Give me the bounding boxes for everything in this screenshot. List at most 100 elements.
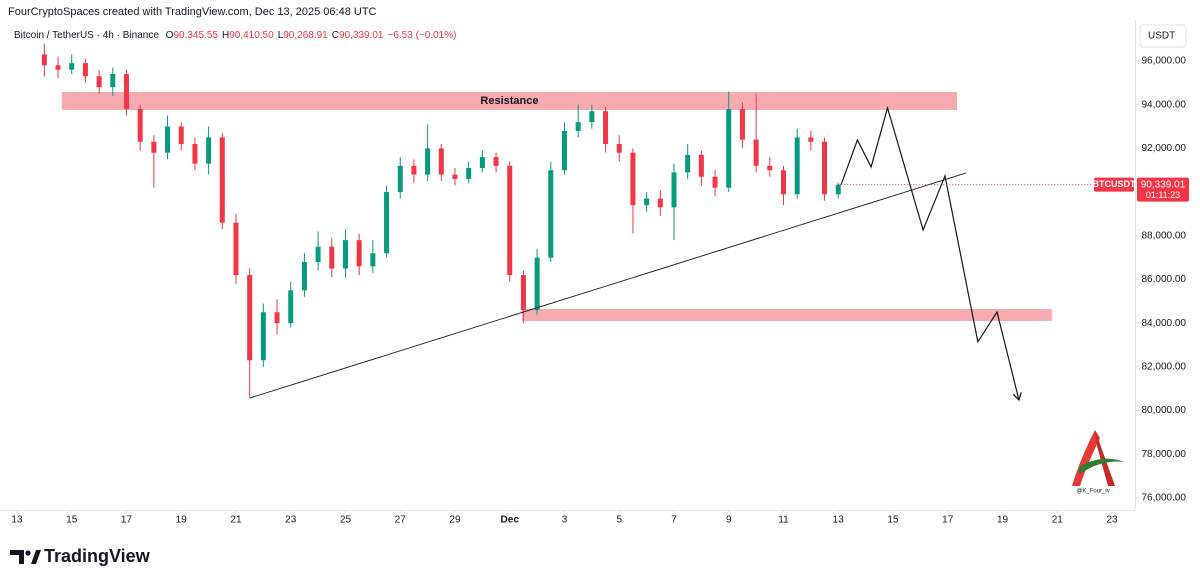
candle-body	[397, 165, 403, 193]
candle-body	[616, 143, 622, 153]
x-tick-label: 21	[230, 515, 242, 526]
y-tick-label: 92,000.00	[1142, 143, 1187, 154]
candle-body	[301, 261, 307, 291]
candle-body	[644, 198, 650, 206]
watermark-text: @K_Four_iv	[1076, 489, 1109, 495]
x-tick-label: Dec	[501, 515, 520, 526]
legend-key: L	[278, 30, 284, 41]
x-tick-label: 17	[121, 515, 133, 526]
candle-body	[548, 170, 554, 258]
watermark: @K_Four_iv	[1072, 430, 1124, 495]
watermark-logo	[1072, 430, 1100, 486]
x-tick-label: 19	[997, 515, 1009, 526]
candle-body	[685, 154, 691, 173]
chart-title: FourCryptoSpaces created with TradingVie…	[8, 6, 377, 18]
candle-body	[698, 154, 704, 177]
legend-value: 90,339.01	[339, 30, 384, 41]
brand: TradingView	[10, 546, 151, 566]
brand-icon	[10, 550, 24, 564]
y-tick-label: 76,000.00	[1142, 493, 1187, 504]
legend-symbol: Bitcoin / TetherUS · 4h · Binance	[14, 30, 159, 41]
candle-body	[384, 192, 390, 254]
brand-name: TradingView	[44, 546, 151, 566]
legend-value: 90,268.91	[283, 30, 328, 41]
brand-icon	[31, 550, 41, 564]
candle-body	[274, 312, 280, 324]
candle-body	[726, 109, 732, 188]
candle-body	[589, 111, 595, 123]
y-tick-label: 94,000.00	[1142, 99, 1187, 110]
candle-body	[753, 139, 759, 166]
price-tag-box	[1137, 177, 1189, 202]
x-tick-label: 27	[395, 515, 407, 526]
y-tick-label: 96,000.00	[1142, 56, 1187, 67]
candle-body	[82, 63, 88, 77]
brand-icon	[25, 550, 31, 556]
currency: USDT	[1148, 31, 1175, 42]
candle-body	[603, 111, 609, 144]
zone-label: Resistance	[480, 95, 538, 107]
candle-body	[739, 109, 745, 140]
watermark-logo	[1095, 430, 1115, 486]
candle-body	[767, 165, 773, 171]
candle-body	[260, 312, 266, 361]
candle-body	[233, 222, 239, 276]
legend-value: 90,345.55	[173, 30, 218, 41]
y-tick-label: 86,000.00	[1142, 274, 1187, 285]
x-tick-label: 29	[449, 515, 461, 526]
candle-body	[69, 63, 75, 70]
candle-body	[630, 152, 636, 206]
legend-key: O	[166, 30, 174, 41]
legend-value: 90,410.50	[229, 30, 274, 41]
candle-body	[794, 137, 800, 195]
x-tick-label: 21	[1052, 515, 1064, 526]
currency-box	[1139, 24, 1187, 48]
y-tick-label: 88,000.00	[1142, 230, 1187, 241]
candle-body	[123, 74, 129, 110]
zone	[61, 91, 958, 110]
candle-body	[493, 157, 499, 166]
candle-body	[534, 257, 540, 311]
x-tick-label: 11	[778, 515, 789, 526]
candle-body	[411, 165, 417, 175]
candle-body	[425, 148, 431, 175]
x-tick-label: 5	[616, 515, 622, 526]
candle-body	[137, 109, 143, 142]
x-tick-label: 15	[66, 515, 78, 526]
candle-body	[507, 165, 513, 276]
trendline	[249, 172, 967, 399]
candle-body	[329, 246, 335, 269]
candle-body	[466, 168, 472, 179]
arrowhead	[1012, 392, 1022, 402]
x-tick-label: 9	[726, 515, 732, 526]
candle-body	[110, 74, 116, 88]
zone	[522, 308, 1052, 321]
candle-body	[151, 141, 157, 153]
legend-key: H	[222, 30, 229, 41]
candle-body	[479, 157, 485, 169]
candle-body	[780, 170, 786, 195]
candle-body	[835, 184, 841, 195]
x-tick-label: 13	[11, 515, 23, 526]
candle-body	[178, 126, 184, 144]
candle-body	[247, 275, 253, 361]
price-tag-symbol-box	[1094, 177, 1134, 192]
candle-body	[561, 130, 567, 171]
candle-body	[55, 65, 61, 70]
candle-body	[712, 176, 718, 188]
candle-body	[96, 76, 102, 88]
candle-body	[206, 137, 212, 164]
candle-body	[288, 290, 294, 324]
price-tag-symbol: BTCUSDT	[1093, 179, 1136, 189]
x-tick-label: 13	[833, 515, 845, 526]
x-tick-label: 17	[942, 515, 954, 526]
candle-body	[192, 143, 198, 164]
candle-body	[315, 246, 321, 262]
y-tick-label: 78,000.00	[1142, 449, 1187, 460]
candle-body	[438, 148, 444, 175]
watermark-logo	[1078, 458, 1124, 474]
y-tick-label: 80,000.00	[1142, 405, 1187, 416]
projection	[840, 105, 1020, 401]
